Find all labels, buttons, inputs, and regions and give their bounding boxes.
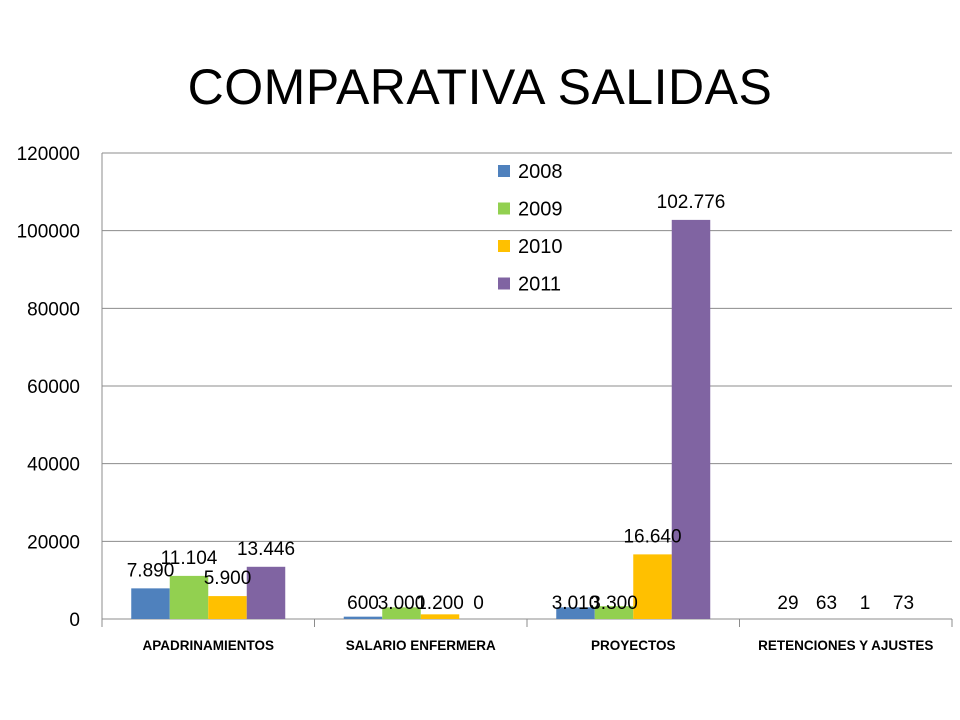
y-tick-label: 0 — [69, 610, 80, 631]
data-label: 63 — [816, 593, 837, 614]
bar-2010 — [208, 596, 247, 619]
data-label: 1 — [860, 593, 871, 614]
bar-2009 — [382, 607, 421, 619]
legend-label: 2009 — [518, 199, 563, 221]
bar-2008 — [343, 616, 383, 619]
data-label: 13.446 — [237, 539, 295, 560]
bar-2009 — [594, 606, 634, 619]
legend-swatch-2008 — [498, 165, 510, 177]
data-label: 16.640 — [623, 526, 681, 547]
legend-label: 2011 — [518, 274, 561, 296]
bar-2011 — [671, 219, 711, 619]
bar-2010 — [420, 614, 460, 619]
data-label: 102.776 — [657, 192, 726, 213]
data-label: 3.000 — [378, 593, 426, 614]
y-tick-label: 80000 — [27, 299, 80, 320]
data-label: 7.890 — [127, 560, 175, 581]
x-tick-label: RETENCIONES Y AJUSTES — [758, 638, 933, 653]
y-tick-label: 100000 — [17, 222, 80, 243]
legend-swatch-2010 — [498, 240, 510, 252]
data-label: 3.300 — [590, 593, 638, 614]
bar-2009 — [169, 575, 209, 619]
data-label: 73 — [893, 593, 914, 614]
x-tick-label: PROYECTOS — [591, 638, 676, 653]
x-tick-label: APADRINAMIENTOS — [142, 638, 274, 653]
legend-swatch-2009 — [498, 202, 510, 215]
bar-2008 — [556, 607, 595, 619]
y-tick-label: 40000 — [27, 455, 80, 476]
data-label: 5.900 — [204, 568, 252, 589]
slide-title: COMPARATIVA SALIDAS — [187, 59, 773, 115]
data-label: 11.104 — [161, 548, 218, 569]
bar-2011 — [246, 566, 286, 619]
legend-label: 2008 — [518, 161, 563, 183]
y-tick-label: 120000 — [17, 144, 80, 165]
data-label: 3.010 — [552, 593, 600, 614]
bar-2010 — [633, 554, 672, 619]
legend-swatch-2011 — [498, 277, 510, 290]
legend-label: 2010 — [518, 236, 563, 258]
y-tick-label: 60000 — [27, 377, 80, 398]
y-tick-label: 20000 — [27, 532, 80, 553]
data-label: 29 — [777, 593, 798, 614]
data-label: 1.200 — [416, 593, 464, 614]
x-tick-label: SALARIO ENFERMERA — [346, 638, 496, 653]
data-label: 0 — [473, 593, 484, 614]
data-label: 600 — [347, 593, 379, 614]
bar-2008 — [131, 588, 170, 619]
